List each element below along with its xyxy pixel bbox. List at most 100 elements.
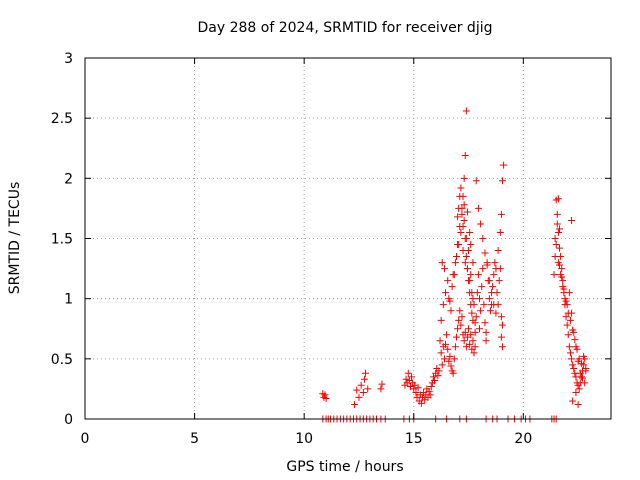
data-point — [461, 235, 469, 242]
data-point — [471, 328, 479, 336]
data-point — [426, 391, 434, 399]
data-point — [451, 259, 459, 267]
data-point — [491, 259, 499, 267]
data-point — [469, 295, 477, 303]
data-point — [454, 213, 462, 221]
data-point — [414, 384, 422, 392]
data-point — [448, 283, 456, 291]
data-point — [357, 381, 365, 389]
data-point — [497, 333, 505, 341]
data-point — [485, 277, 493, 285]
data-point — [554, 195, 562, 203]
data-point — [559, 283, 567, 291]
data-point — [402, 375, 410, 383]
data-point — [557, 271, 565, 279]
data-point — [572, 389, 580, 397]
data-point — [351, 401, 359, 409]
data-point — [465, 247, 473, 255]
data-point — [566, 316, 574, 324]
data-point — [571, 336, 579, 344]
data-point — [353, 386, 361, 394]
data-point — [461, 259, 469, 267]
data-point — [359, 389, 367, 397]
data-point — [438, 259, 446, 267]
data-point — [492, 309, 500, 317]
data-point — [576, 369, 584, 377]
data-point — [466, 289, 474, 297]
grid-lines — [85, 58, 611, 419]
data-point — [582, 367, 590, 375]
data-point — [490, 271, 498, 279]
data-point — [476, 325, 483, 333]
data-point — [463, 208, 471, 216]
data-point — [561, 295, 569, 303]
data-point — [461, 151, 469, 159]
data-point — [460, 337, 468, 345]
data-point — [463, 265, 471, 273]
data-point — [494, 247, 502, 255]
data-point — [457, 184, 465, 192]
x-tick-label: 0 — [81, 431, 90, 447]
data-point — [412, 389, 420, 397]
data-point — [444, 345, 452, 353]
y-tick-label: 2 — [64, 171, 73, 187]
data-point — [425, 387, 433, 395]
data-point — [456, 307, 464, 315]
data-point — [404, 369, 412, 377]
data-point — [579, 374, 587, 382]
data-point — [474, 271, 482, 279]
data-point — [449, 369, 457, 377]
data-point — [499, 321, 507, 329]
data-point — [437, 349, 445, 357]
data-point — [478, 283, 486, 291]
data-point — [471, 343, 479, 351]
data-point — [555, 225, 563, 233]
data-point — [362, 369, 370, 377]
data-point — [550, 271, 558, 279]
data-point — [553, 210, 561, 218]
data-point — [457, 321, 465, 329]
data-point — [462, 107, 470, 115]
data-point — [472, 177, 480, 185]
x-axis-label: GPS time / hours — [286, 459, 403, 475]
data-point — [568, 216, 576, 224]
data-point — [553, 220, 561, 228]
data-point — [568, 309, 576, 317]
data-point — [454, 325, 462, 333]
data-point — [479, 265, 487, 273]
data-point — [570, 328, 578, 336]
data-point — [321, 391, 329, 399]
data-point — [580, 352, 588, 360]
data-point — [497, 210, 505, 218]
data-point — [563, 301, 571, 309]
data-point — [466, 340, 474, 348]
data-point — [451, 343, 459, 351]
data-point — [477, 307, 485, 315]
data-point — [574, 357, 582, 365]
data-point — [467, 241, 475, 249]
data-point — [575, 385, 583, 393]
data-point — [460, 216, 468, 224]
data-point — [555, 244, 563, 252]
data-point — [446, 352, 454, 360]
data-point — [569, 397, 577, 405]
data-point — [457, 228, 465, 236]
data-point — [458, 204, 466, 212]
data-point — [436, 337, 444, 345]
data-point — [462, 253, 470, 261]
data-point — [442, 289, 450, 297]
y-tick-label: 3 — [64, 51, 73, 67]
data-point — [482, 328, 490, 336]
data-point — [460, 201, 468, 209]
x-tick-label: 5 — [190, 431, 199, 447]
data-point — [554, 259, 562, 267]
data-point — [467, 271, 475, 279]
y-tick-label: 0.5 — [51, 352, 73, 368]
data-point — [454, 241, 462, 249]
data-point — [465, 325, 473, 333]
data-point — [500, 161, 508, 169]
data-point — [497, 313, 505, 321]
data-point — [440, 355, 448, 363]
data-point — [562, 313, 570, 321]
